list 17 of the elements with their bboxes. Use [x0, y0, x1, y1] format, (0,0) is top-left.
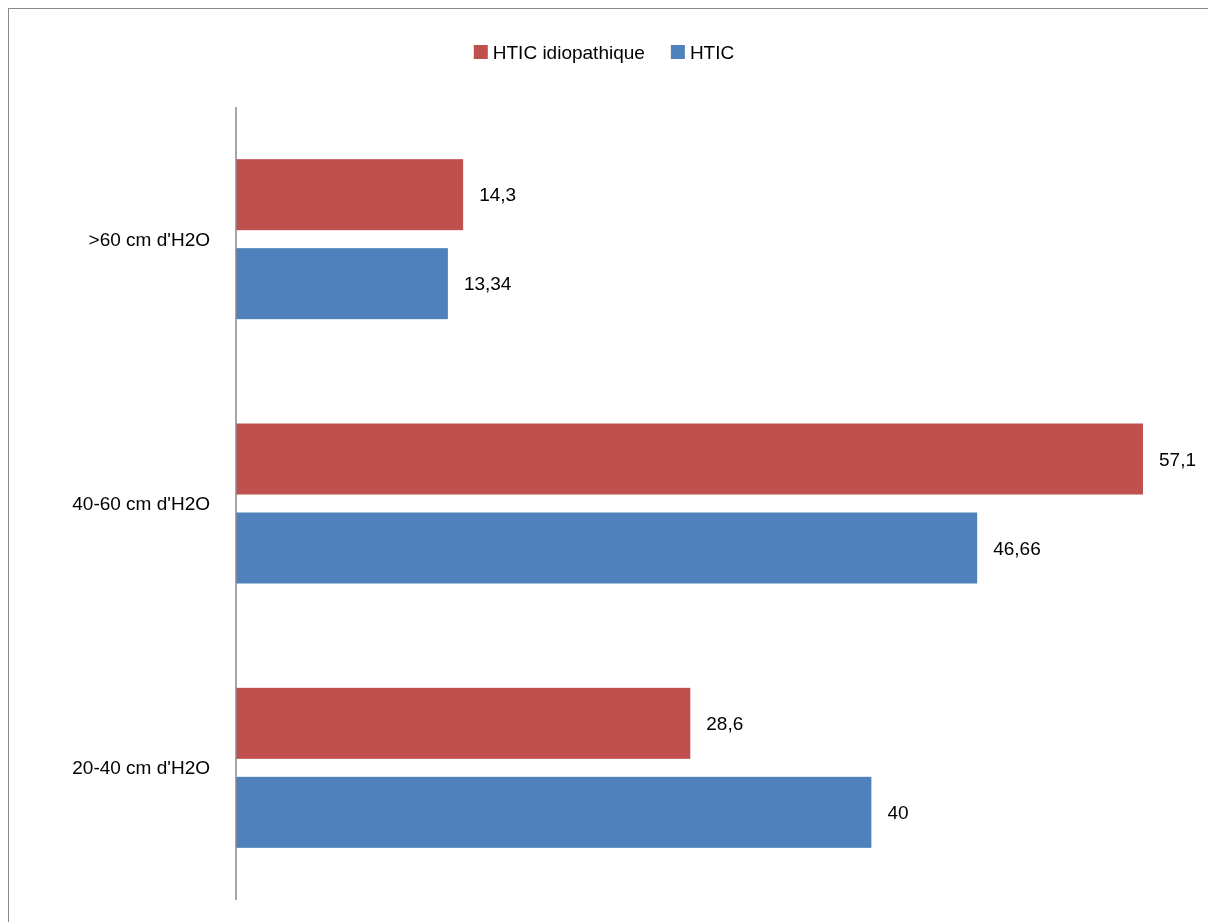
legend-label: HTIC idiopathique	[492, 41, 645, 63]
y-tick-label: 40-60 cm d'H2O	[72, 493, 210, 515]
data-label: 13,34	[463, 273, 512, 295]
data-label: 40	[887, 801, 909, 823]
bar	[236, 512, 978, 584]
bar	[236, 687, 691, 759]
y-tick-label: >60 cm d'H2O	[88, 228, 210, 250]
bar	[236, 776, 872, 848]
bar	[236, 248, 448, 320]
data-label: 46,66	[993, 537, 1041, 559]
data-label: 57,1	[1159, 448, 1196, 470]
data-label: 28,6	[706, 712, 744, 734]
bar	[236, 159, 464, 231]
legend-label: HTIC	[689, 41, 735, 63]
y-tick-label: 20-40 cm d'H2O	[72, 757, 210, 779]
bar	[236, 423, 1143, 495]
data-label: 14,3	[479, 184, 517, 206]
